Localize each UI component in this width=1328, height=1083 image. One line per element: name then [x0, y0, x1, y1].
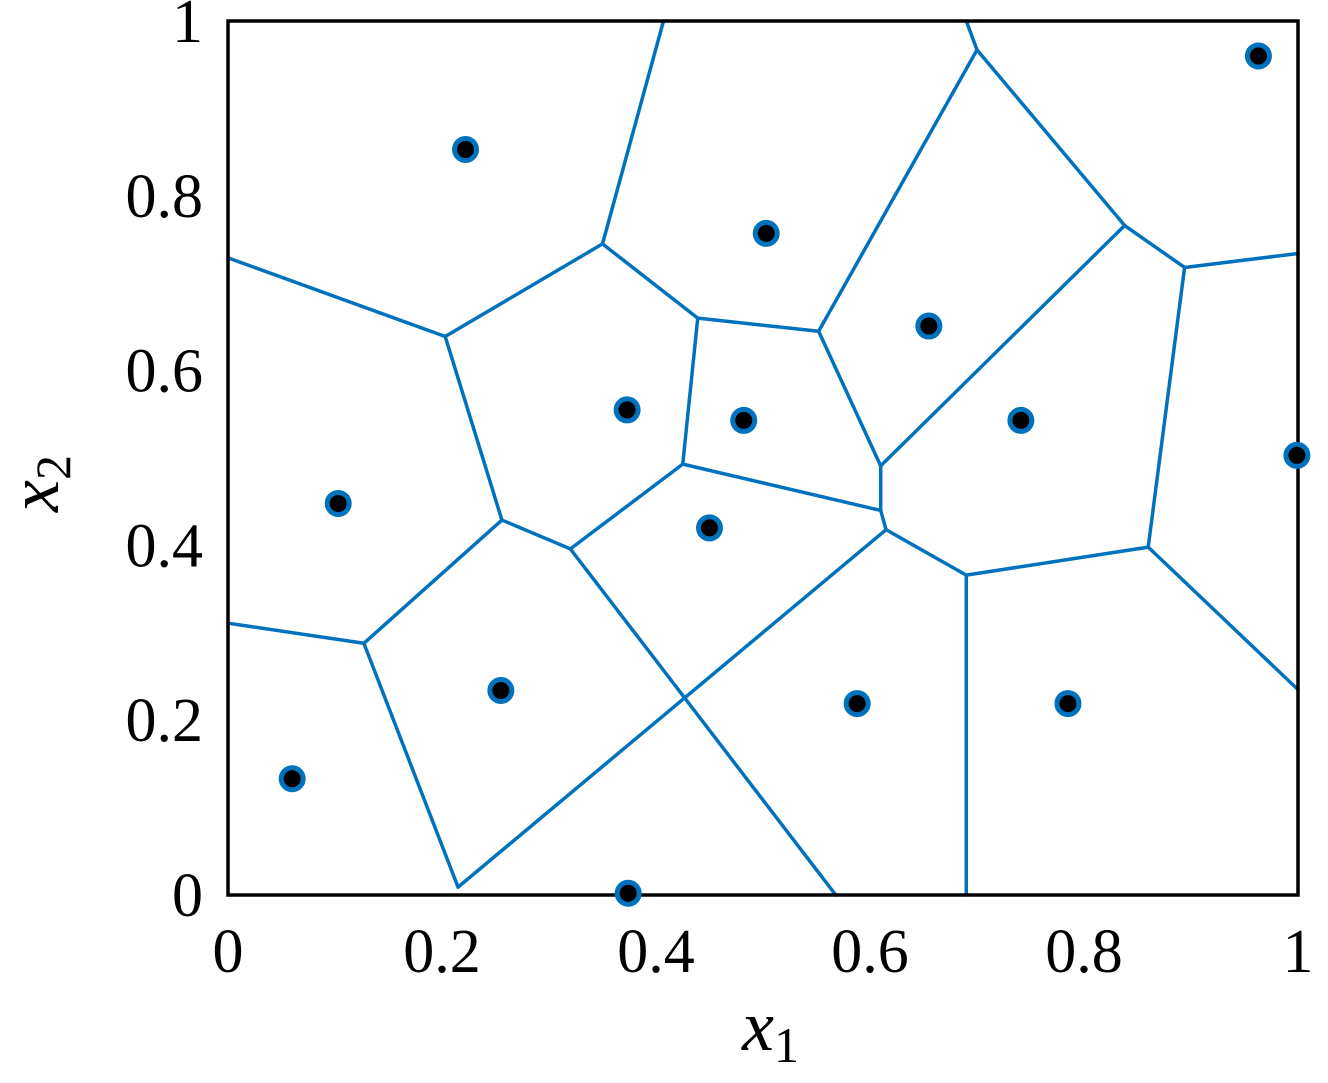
voronoi-edge	[226, 621, 366, 646]
x-tick-label: 0.2	[403, 918, 481, 986]
y-tick-label: 0.6	[126, 338, 204, 406]
voronoi-edge	[600, 242, 700, 320]
y-tick-label: 0.2	[126, 687, 204, 755]
y-tick-label: 0	[172, 862, 203, 930]
voronoi-edge	[1146, 545, 1300, 692]
voronoi-edge	[964, 545, 1150, 577]
data-point	[696, 514, 723, 542]
voronoi-edge	[878, 223, 1127, 468]
voronoi-edge	[884, 527, 969, 577]
data-point	[614, 879, 642, 907]
voronoi-edge	[695, 316, 821, 334]
x-axis-label-sub: 1	[774, 1017, 799, 1073]
y-axis-label-main: x	[0, 480, 74, 513]
plot-frame	[226, 19, 1300, 897]
x-axis-label-main: x	[741, 986, 774, 1066]
data-point	[752, 219, 780, 247]
data-point	[1244, 42, 1272, 70]
voronoi-edge	[362, 641, 460, 889]
y-tick-label: 0.4	[126, 512, 204, 580]
voronoi-edge	[443, 242, 605, 339]
voronoi-edge	[1182, 251, 1300, 270]
voronoi-edge	[443, 334, 504, 522]
voronoi-edge	[964, 19, 979, 52]
voronoi-edges	[226, 19, 1300, 897]
y-axis-ticks: 0 0.2 0.4 0.6 0.8 1	[126, 0, 204, 930]
data-point	[324, 489, 352, 517]
voronoi-edge	[600, 19, 666, 246]
data-point	[1054, 690, 1082, 718]
data-point	[1007, 406, 1035, 434]
voronoi-edge	[568, 547, 838, 897]
voronoi-edge	[568, 462, 685, 551]
data-point	[613, 396, 641, 424]
y-axis-label-sub: 2	[25, 455, 81, 480]
x-tick-label: 0	[213, 918, 244, 986]
y-tick-label: 1	[172, 0, 203, 56]
voronoi-edge	[975, 48, 1127, 228]
x-tick-label: 0.8	[1045, 918, 1123, 986]
data-point	[452, 135, 480, 163]
voronoi-edge	[681, 462, 883, 513]
data-point	[730, 406, 758, 434]
y-tick-label: 0.8	[126, 163, 204, 231]
x-axis-ticks: 0 0.2 0.4 0.6 0.8 1	[213, 918, 1314, 986]
voronoi-edge	[878, 508, 888, 532]
voronoi-edge	[456, 527, 888, 889]
scatter-points	[278, 42, 1311, 907]
data-point	[278, 765, 306, 793]
voronoi-edge	[681, 316, 700, 466]
voronoi-edge	[816, 48, 979, 334]
voronoi-edge	[500, 518, 573, 551]
voronoi-edge	[226, 256, 447, 339]
voronoi-edge	[816, 329, 883, 468]
voronoi-edge	[1122, 223, 1187, 270]
x-tick-label: 1	[1283, 918, 1314, 986]
data-point	[1283, 441, 1311, 469]
data-point	[915, 312, 943, 340]
x-axis-label: x1	[741, 986, 799, 1073]
y-axis-label: x2	[0, 455, 81, 513]
data-point	[487, 676, 515, 704]
x-tick-label: 0.4	[617, 918, 695, 986]
data-point	[843, 690, 871, 718]
x-tick-label: 0.6	[831, 918, 909, 986]
voronoi-edge	[362, 518, 504, 646]
voronoi-edge	[1146, 265, 1187, 549]
